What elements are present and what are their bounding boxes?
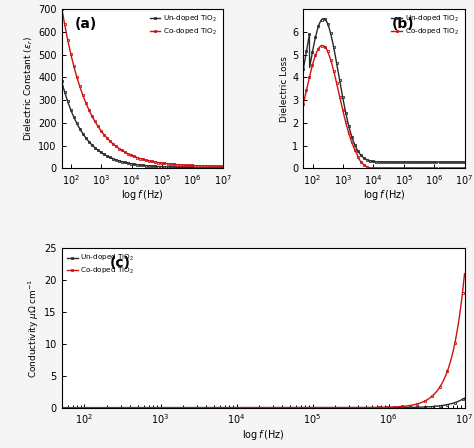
Un-doped TiO$_2$ bbox=[394, 159, 400, 165]
Co-doped TiO$_2$ bbox=[301, 101, 306, 106]
Un-doped TiO$_2$ bbox=[198, 165, 203, 170]
Un-doped TiO$_2$ bbox=[406, 405, 411, 410]
Co-doped TiO$_2$ bbox=[440, 166, 446, 171]
Co-doped TiO$_2$ bbox=[156, 160, 162, 165]
Legend: Un-doped TiO$_2$, Co-doped TiO$_2$: Un-doped TiO$_2$, Co-doped TiO$_2$ bbox=[390, 13, 461, 38]
X-axis label: $\mathrm{log}\,f\,\mathrm{(Hz)}$: $\mathrm{log}\,f\,\mathrm{(Hz)}$ bbox=[242, 428, 284, 442]
X-axis label: $\mathrm{log}\,f\,\mathrm{(Hz)}$: $\mathrm{log}\,f\,\mathrm{(Hz)}$ bbox=[363, 189, 405, 202]
Un-doped TiO$_2$ bbox=[310, 45, 316, 51]
Co-doped TiO$_2$ bbox=[406, 403, 411, 409]
Co-doped TiO$_2$ bbox=[399, 166, 404, 171]
Line: Un-doped TiO$_2$: Un-doped TiO$_2$ bbox=[302, 17, 466, 164]
Un-doped TiO$_2$ bbox=[220, 165, 226, 170]
Co-doped TiO$_2$ bbox=[181, 162, 187, 168]
Line: Co-doped TiO$_2$: Co-doped TiO$_2$ bbox=[60, 272, 466, 409]
Un-doped TiO$_2$ bbox=[152, 164, 158, 169]
Un-doped TiO$_2$ bbox=[365, 405, 370, 410]
Un-doped TiO$_2$ bbox=[162, 164, 167, 169]
Un-doped TiO$_2$ bbox=[181, 165, 187, 170]
Un-doped TiO$_2$ bbox=[462, 159, 467, 165]
Line: Un-doped TiO$_2$: Un-doped TiO$_2$ bbox=[60, 80, 224, 169]
Co-doped TiO$_2$ bbox=[368, 166, 374, 171]
Un-doped TiO$_2$ bbox=[303, 405, 309, 410]
Un-doped TiO$_2$ bbox=[321, 16, 327, 21]
Co-doped TiO$_2$ bbox=[315, 405, 321, 410]
Co-doped TiO$_2$ bbox=[423, 166, 429, 171]
Co-doped TiO$_2$ bbox=[293, 405, 299, 410]
Co-doped TiO$_2$ bbox=[162, 161, 167, 166]
Un-doped TiO$_2$ bbox=[423, 159, 428, 165]
Un-doped TiO$_2$ bbox=[156, 164, 162, 169]
Un-doped TiO$_2$ bbox=[59, 78, 64, 84]
Co-doped TiO$_2$ bbox=[59, 6, 64, 12]
Y-axis label: Conductivity $\mu\Omega$ cm$^{-1}$: Conductivity $\mu\Omega$ cm$^{-1}$ bbox=[27, 278, 42, 378]
Un-doped TiO$_2$ bbox=[293, 405, 299, 410]
Co-doped TiO$_2$ bbox=[403, 166, 409, 171]
Un-doped TiO$_2$ bbox=[439, 159, 445, 165]
Co-doped TiO$_2$ bbox=[69, 54, 74, 60]
Text: (a): (a) bbox=[74, 17, 97, 31]
Un-doped TiO$_2$ bbox=[59, 405, 64, 410]
Co-doped TiO$_2$ bbox=[462, 271, 467, 276]
Legend: Un-doped TiO$_2$, Co-doped TiO$_2$: Un-doped TiO$_2$, Co-doped TiO$_2$ bbox=[65, 252, 136, 277]
Un-doped TiO$_2$ bbox=[301, 66, 306, 72]
Co-doped TiO$_2$ bbox=[365, 405, 370, 410]
Text: (c): (c) bbox=[110, 256, 131, 270]
Line: Co-doped TiO$_2$: Co-doped TiO$_2$ bbox=[302, 44, 466, 170]
Co-doped TiO$_2$ bbox=[83, 405, 89, 410]
Un-doped TiO$_2$ bbox=[456, 159, 462, 165]
Un-doped TiO$_2$ bbox=[403, 159, 409, 165]
Un-doped TiO$_2$ bbox=[462, 396, 467, 401]
Y-axis label: Dielectric Constant ($\varepsilon_r$): Dielectric Constant ($\varepsilon_r$) bbox=[23, 36, 36, 141]
Co-doped TiO$_2$ bbox=[59, 405, 64, 410]
Un-doped TiO$_2$ bbox=[83, 405, 89, 410]
Co-doped TiO$_2$ bbox=[310, 60, 316, 65]
Un-doped TiO$_2$ bbox=[69, 109, 74, 114]
Y-axis label: Dielectric Loss: Dielectric Loss bbox=[281, 56, 290, 122]
Text: (b): (b) bbox=[392, 17, 415, 31]
Co-doped TiO$_2$ bbox=[462, 166, 467, 171]
Co-doped TiO$_2$ bbox=[220, 164, 226, 169]
Co-doped TiO$_2$ bbox=[198, 163, 203, 168]
Co-doped TiO$_2$ bbox=[319, 43, 325, 48]
Un-doped TiO$_2$ bbox=[399, 159, 404, 165]
Line: Co-doped TiO$_2$: Co-doped TiO$_2$ bbox=[60, 8, 224, 168]
Legend: Un-doped TiO$_2$, Co-doped TiO$_2$: Un-doped TiO$_2$, Co-doped TiO$_2$ bbox=[148, 13, 219, 38]
Line: Un-doped TiO$_2$: Un-doped TiO$_2$ bbox=[60, 397, 466, 409]
Co-doped TiO$_2$ bbox=[152, 159, 158, 165]
Co-doped TiO$_2$ bbox=[394, 166, 400, 171]
Un-doped TiO$_2$ bbox=[315, 405, 321, 410]
X-axis label: $\mathrm{log}\,f\,\mathrm{(Hz)}$: $\mathrm{log}\,f\,\mathrm{(Hz)}$ bbox=[121, 189, 164, 202]
Co-doped TiO$_2$ bbox=[303, 405, 309, 410]
